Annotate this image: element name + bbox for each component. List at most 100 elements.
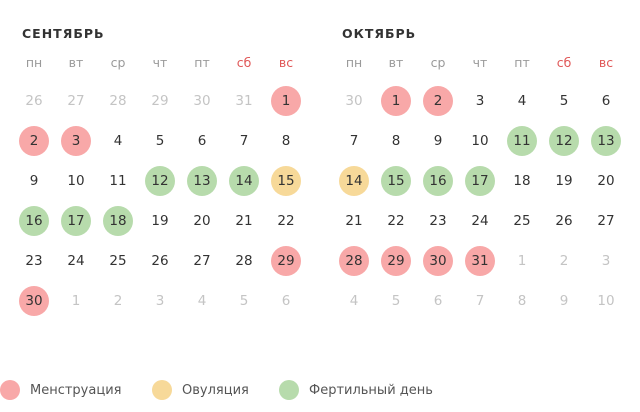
day-cell-other[interactable]: 26 (25, 93, 43, 109)
day-cell-other[interactable]: 2 (113, 293, 123, 309)
day-cell-menstruation[interactable]: 1 (381, 86, 411, 116)
day-cell-other[interactable]: 2 (559, 253, 569, 269)
menstruation-dot-icon (0, 380, 20, 400)
day-cell[interactable]: 10 (67, 173, 85, 189)
weekday-header: пт (514, 54, 530, 70)
day-cell-menstruation[interactable]: 29 (381, 246, 411, 276)
day-cell-fertile[interactable]: 15 (381, 166, 411, 196)
weekday-header: ср (430, 54, 446, 70)
day-cell-other[interactable]: 30 (345, 93, 363, 109)
legend-label: Менструация (30, 382, 122, 398)
day-cell[interactable]: 4 (517, 93, 527, 109)
weekday-header: пт (194, 54, 210, 70)
day-cell-menstruation[interactable]: 28 (339, 246, 369, 276)
day-cell[interactable]: 22 (387, 213, 405, 229)
day-cell-fertile[interactable]: 12 (145, 166, 175, 196)
day-cell[interactable]: 23 (25, 253, 43, 269)
day-cell[interactable]: 25 (513, 213, 531, 229)
day-cell-fertile[interactable]: 17 (465, 166, 495, 196)
day-cell-other[interactable]: 29 (151, 93, 169, 109)
weekday-header: сб (236, 54, 252, 70)
day-cell-other[interactable]: 4 (349, 293, 359, 309)
day-cell-fertile[interactable]: 14 (229, 166, 259, 196)
day-cell[interactable]: 27 (193, 253, 211, 269)
day-cell[interactable]: 9 (433, 133, 443, 149)
day-cell[interactable]: 26 (555, 213, 573, 229)
day-cell[interactable]: 8 (281, 133, 291, 149)
day-cell[interactable]: 7 (349, 133, 359, 149)
day-cell[interactable]: 11 (109, 173, 127, 189)
day-cell-other[interactable]: 28 (109, 93, 127, 109)
day-cell[interactable]: 28 (235, 253, 253, 269)
day-cell-fertile[interactable]: 12 (549, 126, 579, 156)
month-title: ОКТЯБРЬ (342, 26, 417, 41)
day-cell[interactable]: 21 (235, 213, 253, 229)
day-cell-other[interactable]: 30 (193, 93, 211, 109)
day-cell-menstruation[interactable]: 2 (19, 126, 49, 156)
weekday-header: вс (278, 54, 294, 70)
day-cell[interactable]: 5 (559, 93, 569, 109)
day-cell-other[interactable]: 4 (197, 293, 207, 309)
day-cell-other[interactable]: 3 (601, 253, 611, 269)
day-cell[interactable]: 24 (471, 213, 489, 229)
day-cell-other[interactable]: 5 (391, 293, 401, 309)
weekday-header: вт (68, 54, 84, 70)
day-cell[interactable]: 9 (29, 173, 39, 189)
day-cell[interactable]: 27 (597, 213, 615, 229)
day-cell[interactable]: 5 (155, 133, 165, 149)
day-cell-menstruation[interactable]: 1 (271, 86, 301, 116)
legend-item-ovulation: Овуляция (152, 378, 249, 402)
day-cell[interactable]: 21 (345, 213, 363, 229)
day-cell-menstruation[interactable]: 31 (465, 246, 495, 276)
day-cell-fertile[interactable]: 16 (19, 206, 49, 236)
day-cell-ovulation[interactable]: 14 (339, 166, 369, 196)
day-cell-other[interactable]: 9 (559, 293, 569, 309)
day-cell[interactable]: 7 (239, 133, 249, 149)
day-cell[interactable]: 25 (109, 253, 127, 269)
day-cell[interactable]: 19 (555, 173, 573, 189)
day-cell[interactable]: 20 (597, 173, 615, 189)
day-cell[interactable]: 8 (391, 133, 401, 149)
day-cell-menstruation[interactable]: 29 (271, 246, 301, 276)
day-cell-other[interactable]: 7 (475, 293, 485, 309)
day-cell-other[interactable]: 1 (517, 253, 527, 269)
weekday-header: пн (25, 54, 43, 70)
day-cell-fertile[interactable]: 17 (61, 206, 91, 236)
day-cell[interactable]: 3 (475, 93, 485, 109)
day-cell[interactable]: 20 (193, 213, 211, 229)
day-cell[interactable]: 4 (113, 133, 123, 149)
legend-item-menstruation: Менструация (0, 378, 121, 402)
day-cell-other[interactable]: 1 (71, 293, 81, 309)
day-cell-other[interactable]: 3 (155, 293, 165, 309)
weekday-header: чт (472, 54, 488, 70)
legend-label: Овуляция (182, 382, 249, 398)
day-cell[interactable]: 19 (151, 213, 169, 229)
day-cell-other[interactable]: 6 (433, 293, 443, 309)
day-cell-fertile[interactable]: 11 (507, 126, 537, 156)
day-cell-other[interactable]: 5 (239, 293, 249, 309)
weekday-header: вс (598, 54, 614, 70)
day-cell[interactable]: 22 (277, 213, 295, 229)
day-cell[interactable]: 6 (601, 93, 611, 109)
day-cell-other[interactable]: 31 (235, 93, 253, 109)
day-cell-other[interactable]: 10 (597, 293, 615, 309)
day-cell-fertile[interactable]: 16 (423, 166, 453, 196)
day-cell-fertile[interactable]: 13 (591, 126, 621, 156)
day-cell-other[interactable]: 8 (517, 293, 527, 309)
day-cell-menstruation[interactable]: 3 (61, 126, 91, 156)
day-cell[interactable]: 26 (151, 253, 169, 269)
day-cell[interactable]: 24 (67, 253, 85, 269)
day-cell-other[interactable]: 27 (67, 93, 85, 109)
day-cell-fertile[interactable]: 18 (103, 206, 133, 236)
day-cell-other[interactable]: 6 (281, 293, 291, 309)
day-cell-menstruation[interactable]: 2 (423, 86, 453, 116)
fertile-dot-icon (279, 380, 299, 400)
day-cell[interactable]: 10 (471, 133, 489, 149)
day-cell[interactable]: 23 (429, 213, 447, 229)
day-cell-menstruation[interactable]: 30 (19, 286, 49, 316)
day-cell[interactable]: 18 (513, 173, 531, 189)
day-cell-ovulation[interactable]: 15 (271, 166, 301, 196)
day-cell-fertile[interactable]: 13 (187, 166, 217, 196)
day-cell-menstruation[interactable]: 30 (423, 246, 453, 276)
day-cell[interactable]: 6 (197, 133, 207, 149)
